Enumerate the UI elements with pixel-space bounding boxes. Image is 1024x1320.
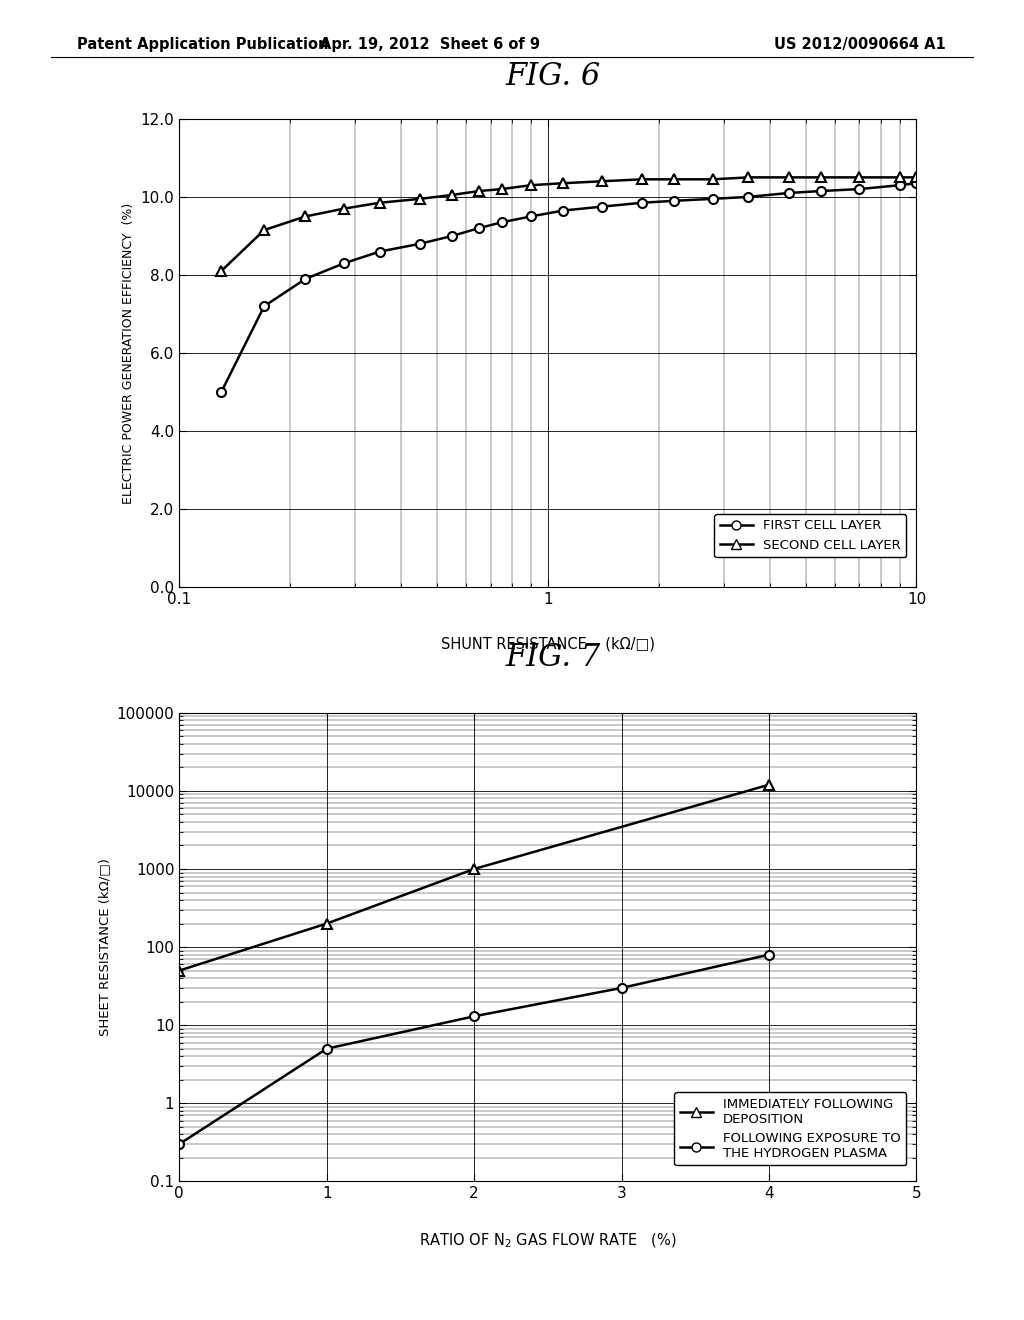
Text: US 2012/0090664 A1: US 2012/0090664 A1 (774, 37, 946, 51)
Text: Patent Application Publication: Patent Application Publication (77, 37, 329, 51)
Y-axis label: ELECTRIC POWER GENERATION EFFICIENCY  (%): ELECTRIC POWER GENERATION EFFICIENCY (%) (122, 202, 135, 504)
Legend: IMMEDIATELY FOLLOWING
DEPOSITION, FOLLOWING EXPOSURE TO
THE HYDROGEN PLASMA: IMMEDIATELY FOLLOWING DEPOSITION, FOLLOW… (675, 1092, 906, 1166)
Text: FIG. 7: FIG. 7 (505, 643, 601, 673)
Y-axis label: SHEET RESISTANCE (kΩ/□): SHEET RESISTANCE (kΩ/□) (98, 858, 111, 1036)
Text: FIG. 6: FIG. 6 (505, 62, 601, 92)
Text: Apr. 19, 2012  Sheet 6 of 9: Apr. 19, 2012 Sheet 6 of 9 (321, 37, 540, 51)
Text: SHUNT RESISTANCE    (kΩ/□): SHUNT RESISTANCE (kΩ/□) (441, 636, 654, 651)
Text: RATIO OF N$_2$ GAS FLOW RATE   (%): RATIO OF N$_2$ GAS FLOW RATE (%) (419, 1232, 677, 1250)
Legend: FIRST CELL LAYER, SECOND CELL LAYER: FIRST CELL LAYER, SECOND CELL LAYER (715, 515, 906, 557)
